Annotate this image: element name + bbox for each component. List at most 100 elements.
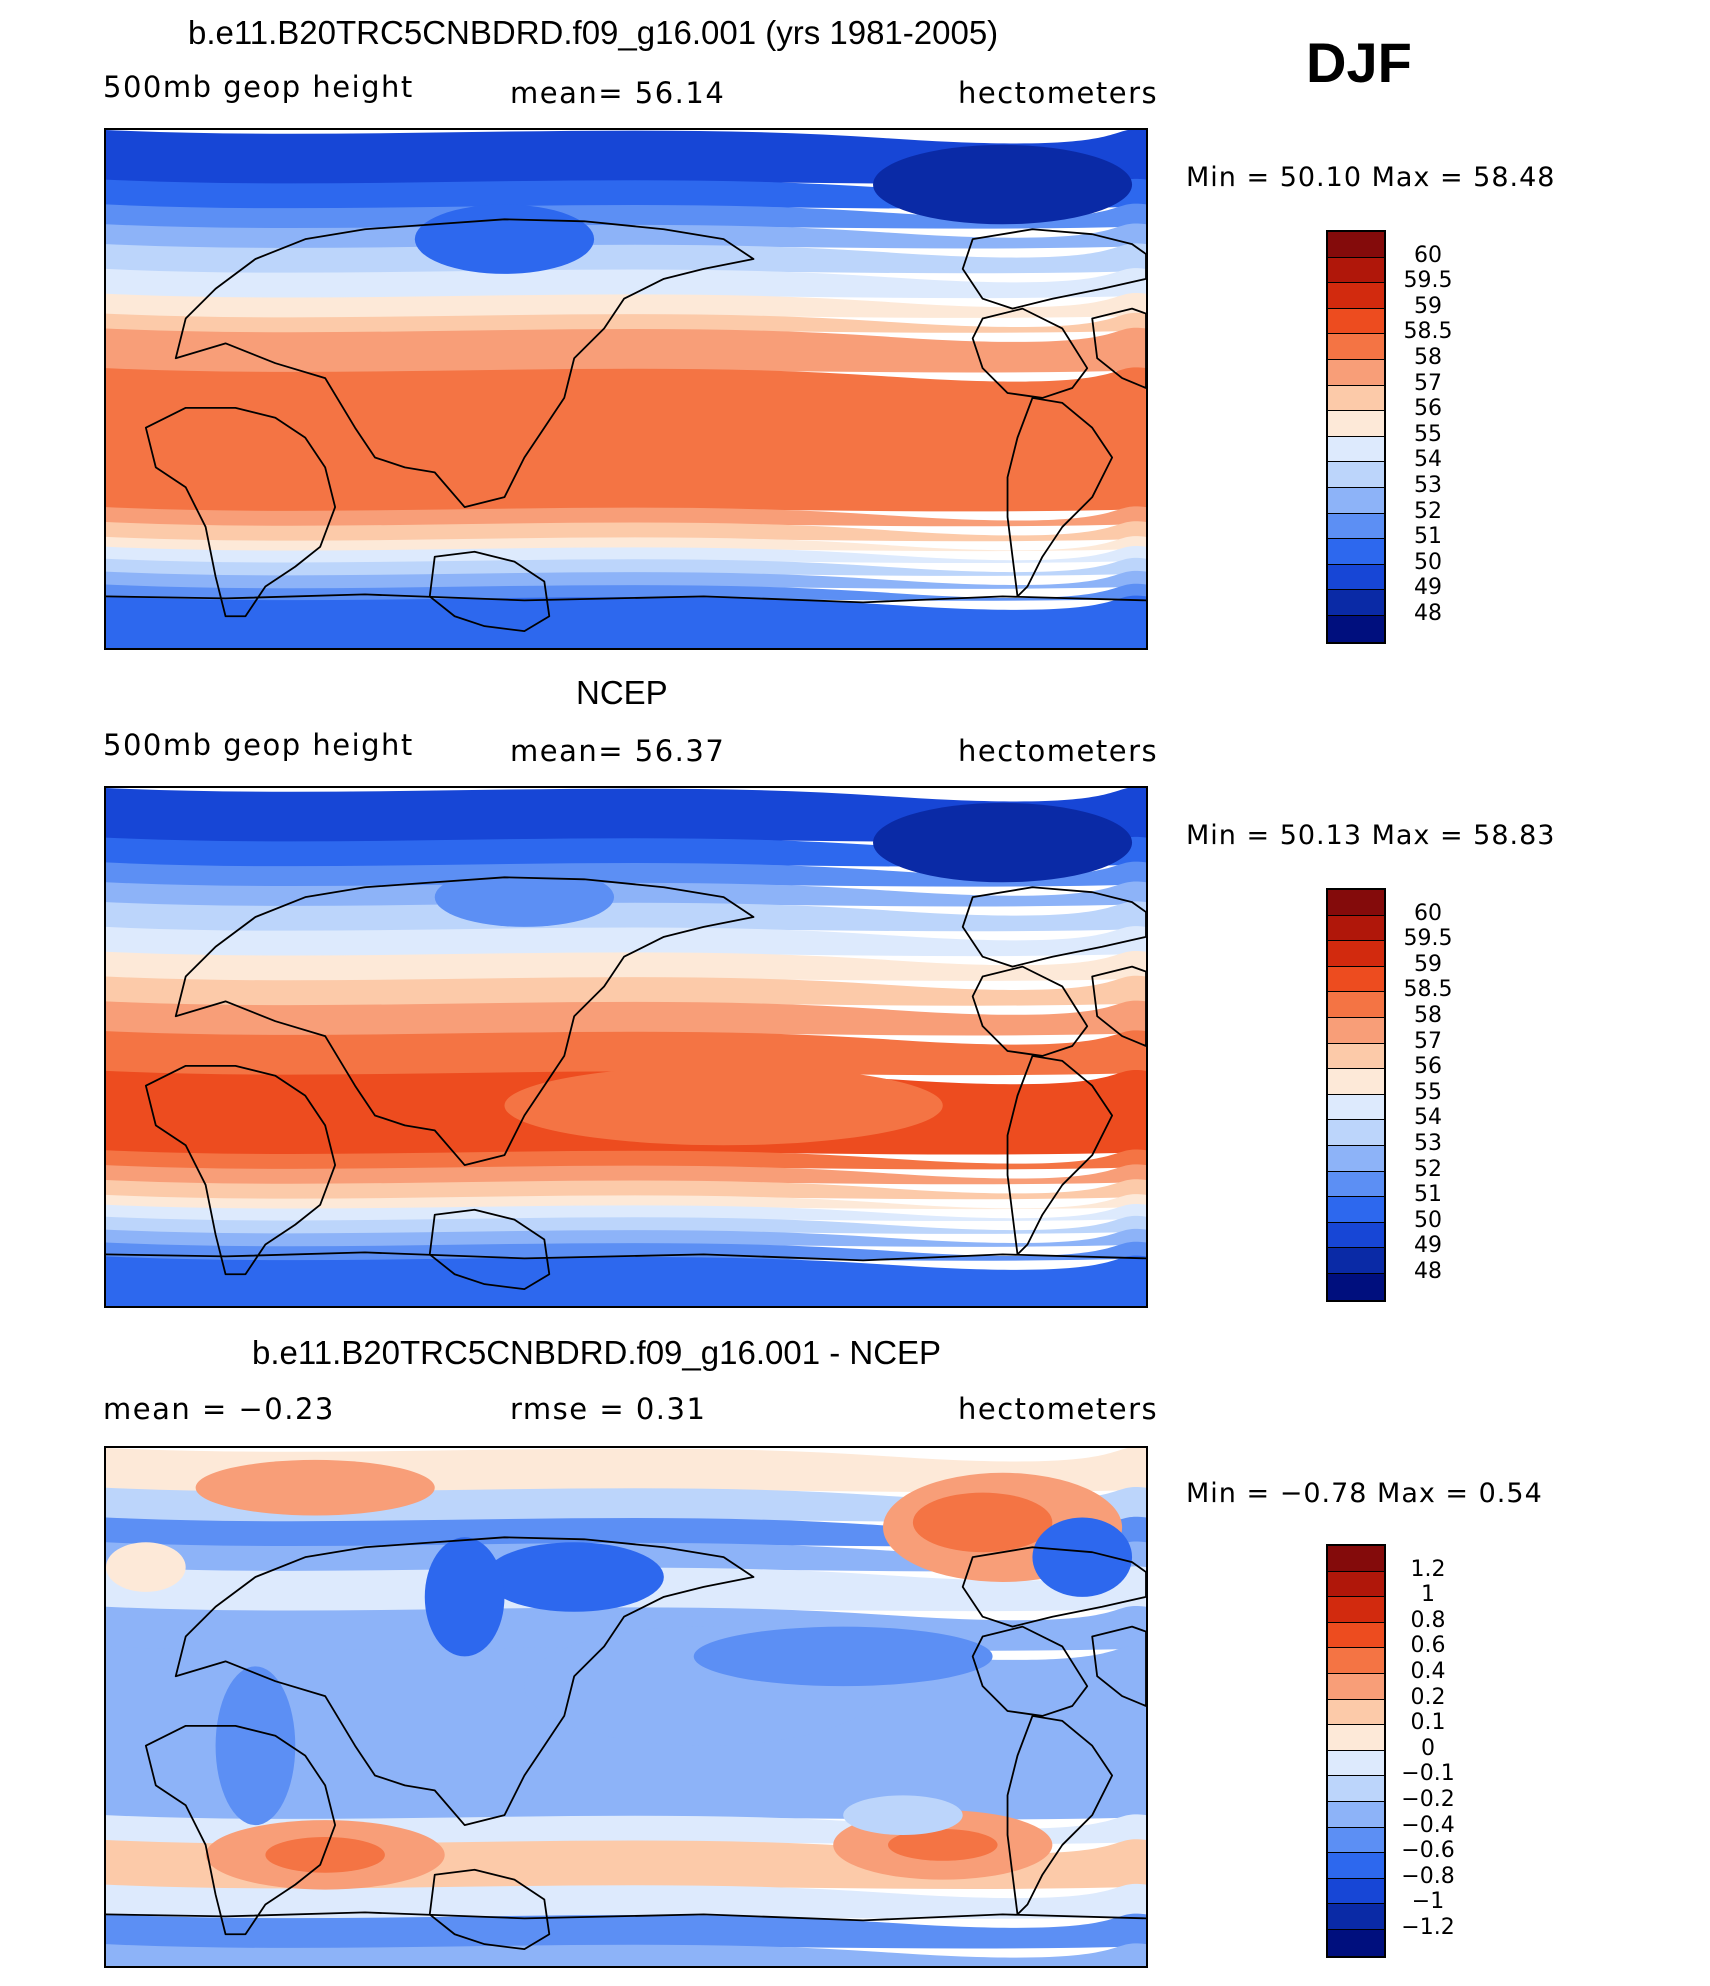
coastline: [174, 1536, 755, 1826]
panel1-minmax: Min = 50.10 Max = 58.48: [1186, 162, 1556, 193]
colorbar-tick-label: 49: [1414, 575, 1442, 601]
contour-band: [106, 1255, 1146, 1306]
colorbar-swatch: [1328, 308, 1384, 335]
colorbar-swatch: [1328, 1197, 1384, 1223]
colorbar-tick-label: 56: [1414, 396, 1442, 422]
contour-band: [106, 1883, 1146, 1927]
colorbar-swatch: [1328, 564, 1384, 591]
anomaly-region: [195, 1459, 435, 1516]
coastline: [428, 1868, 551, 1951]
colorbar-tick-label: −1: [1411, 1889, 1445, 1915]
colorbar-swatch: [1328, 1776, 1384, 1802]
colorbar-tick-label: 55: [1414, 421, 1442, 447]
colorbar-swatch: [1328, 334, 1384, 360]
colorbar-tick-label: 0.6: [1410, 1633, 1446, 1659]
colorbar-swatch: [1328, 385, 1384, 412]
coastline: [1091, 1625, 1146, 1707]
colorbar-tick-label: 53: [1414, 1131, 1442, 1156]
coastline: [106, 1911, 1146, 1922]
colorbar-tick-label: 0.1: [1410, 1710, 1446, 1736]
coastline: [1006, 1715, 1114, 1916]
colorbar-tick-label: 54: [1414, 1105, 1442, 1131]
coastline: [971, 1625, 1089, 1717]
contour-band: [106, 243, 1146, 282]
anomaly-region: [912, 1492, 1053, 1553]
colorbar-tick-label: −0.4: [1401, 1812, 1455, 1838]
colorbar-swatch: [1328, 1171, 1384, 1198]
colorbar-tick-label: −0.1: [1401, 1761, 1455, 1787]
panel1-mean-label: mean= 56.14: [510, 76, 726, 110]
low-height-region: [414, 204, 595, 274]
panel1-variable-label: 500mb geop height: [103, 70, 414, 104]
contour-band: [106, 268, 1146, 307]
contour-band: [106, 367, 1146, 520]
colorbar-tick-label: 0.8: [1410, 1607, 1446, 1633]
contour-band: [106, 1943, 1146, 1966]
coastline: [961, 886, 1146, 968]
panel1-units-label: hectometers: [958, 76, 1159, 110]
contour-band: [106, 1913, 1146, 1957]
anomaly-region: [1032, 1517, 1133, 1597]
panel3-colorbar: [1326, 1544, 1386, 1958]
coastline: [971, 307, 1089, 399]
colorbar-tick-label: 58.5: [1403, 319, 1453, 345]
colorbar-swatch: [1328, 1248, 1384, 1274]
colorbar-tick-label: 0.4: [1410, 1659, 1446, 1684]
colorbar-tick-label: 55: [1414, 1079, 1442, 1105]
low-height-region: [434, 867, 615, 927]
panel3-map: [104, 1446, 1148, 1968]
contour-band: [106, 950, 1146, 990]
colorbar-tick-label: 59.5: [1403, 268, 1453, 294]
colorbar-swatch: [1328, 513, 1384, 540]
colorbar-swatch: [1328, 1725, 1384, 1751]
colorbar-swatch: [1328, 1273, 1384, 1300]
colorbar-tick-label: −0.8: [1401, 1863, 1455, 1889]
anomaly-region: [693, 1626, 993, 1687]
colorbar-swatch: [1328, 1043, 1384, 1070]
anomaly-region: [424, 1537, 505, 1657]
coastline: [106, 593, 1146, 604]
panel2-mean-label: mean= 56.37: [510, 734, 726, 768]
panel1-colorbar: [1326, 230, 1386, 644]
season-label: DJF: [1306, 31, 1412, 94]
colorbar-swatch: [1328, 615, 1384, 642]
colorbar-swatch: [1328, 941, 1384, 967]
panel2-colorbar: [1326, 888, 1386, 1302]
colorbar-tick-label: 60: [1414, 900, 1442, 926]
colorbar-tick-label: 58: [1414, 345, 1442, 370]
colorbar-tick-label: 58: [1414, 1003, 1442, 1028]
colorbar-tick-label: 0.2: [1410, 1684, 1446, 1710]
colorbar-swatch: [1328, 1069, 1384, 1095]
colorbar-tick-label: 60: [1414, 242, 1442, 268]
colorbar-swatch: [1328, 1827, 1384, 1854]
colorbar-swatch: [1328, 1622, 1384, 1649]
contour-band: [106, 926, 1146, 965]
colorbar-tick-label: 1: [1421, 1582, 1435, 1608]
colorbar-swatch: [1328, 283, 1384, 309]
coastline: [1006, 1055, 1114, 1256]
panel2-field: [106, 788, 1146, 1306]
colorbar-swatch: [1328, 1145, 1384, 1172]
colorbar-swatch: [1328, 1904, 1384, 1930]
colorbar-tick-label: 58.5: [1403, 977, 1453, 1003]
colorbar-swatch: [1328, 590, 1384, 616]
colorbar-swatch: [1328, 1120, 1384, 1146]
coastline: [428, 1208, 551, 1291]
colorbar-swatch: [1328, 1648, 1384, 1674]
colorbar-tick-label: 51: [1414, 1182, 1442, 1208]
contour-band: [106, 327, 1146, 381]
colorbar-tick-label: −0.2: [1401, 1787, 1455, 1812]
colorbar-swatch: [1328, 1801, 1384, 1828]
colorbar-tick-label: 52: [1414, 1156, 1442, 1182]
colorbar-tick-label: 51: [1414, 524, 1442, 550]
panel2-title: NCEP: [576, 674, 668, 711]
colorbar-swatch: [1328, 992, 1384, 1018]
colorbar-swatch: [1328, 1546, 1384, 1572]
colorbar-tick-label: 48: [1414, 601, 1442, 626]
colorbar-tick-label: 50: [1414, 1207, 1442, 1233]
colorbar-swatch: [1328, 915, 1384, 942]
panel2-variable-label: 500mb geop height: [103, 728, 414, 762]
coastline: [1091, 307, 1146, 389]
colorbar-swatch: [1328, 1750, 1384, 1777]
colorbar-tick-label: 54: [1414, 447, 1442, 473]
